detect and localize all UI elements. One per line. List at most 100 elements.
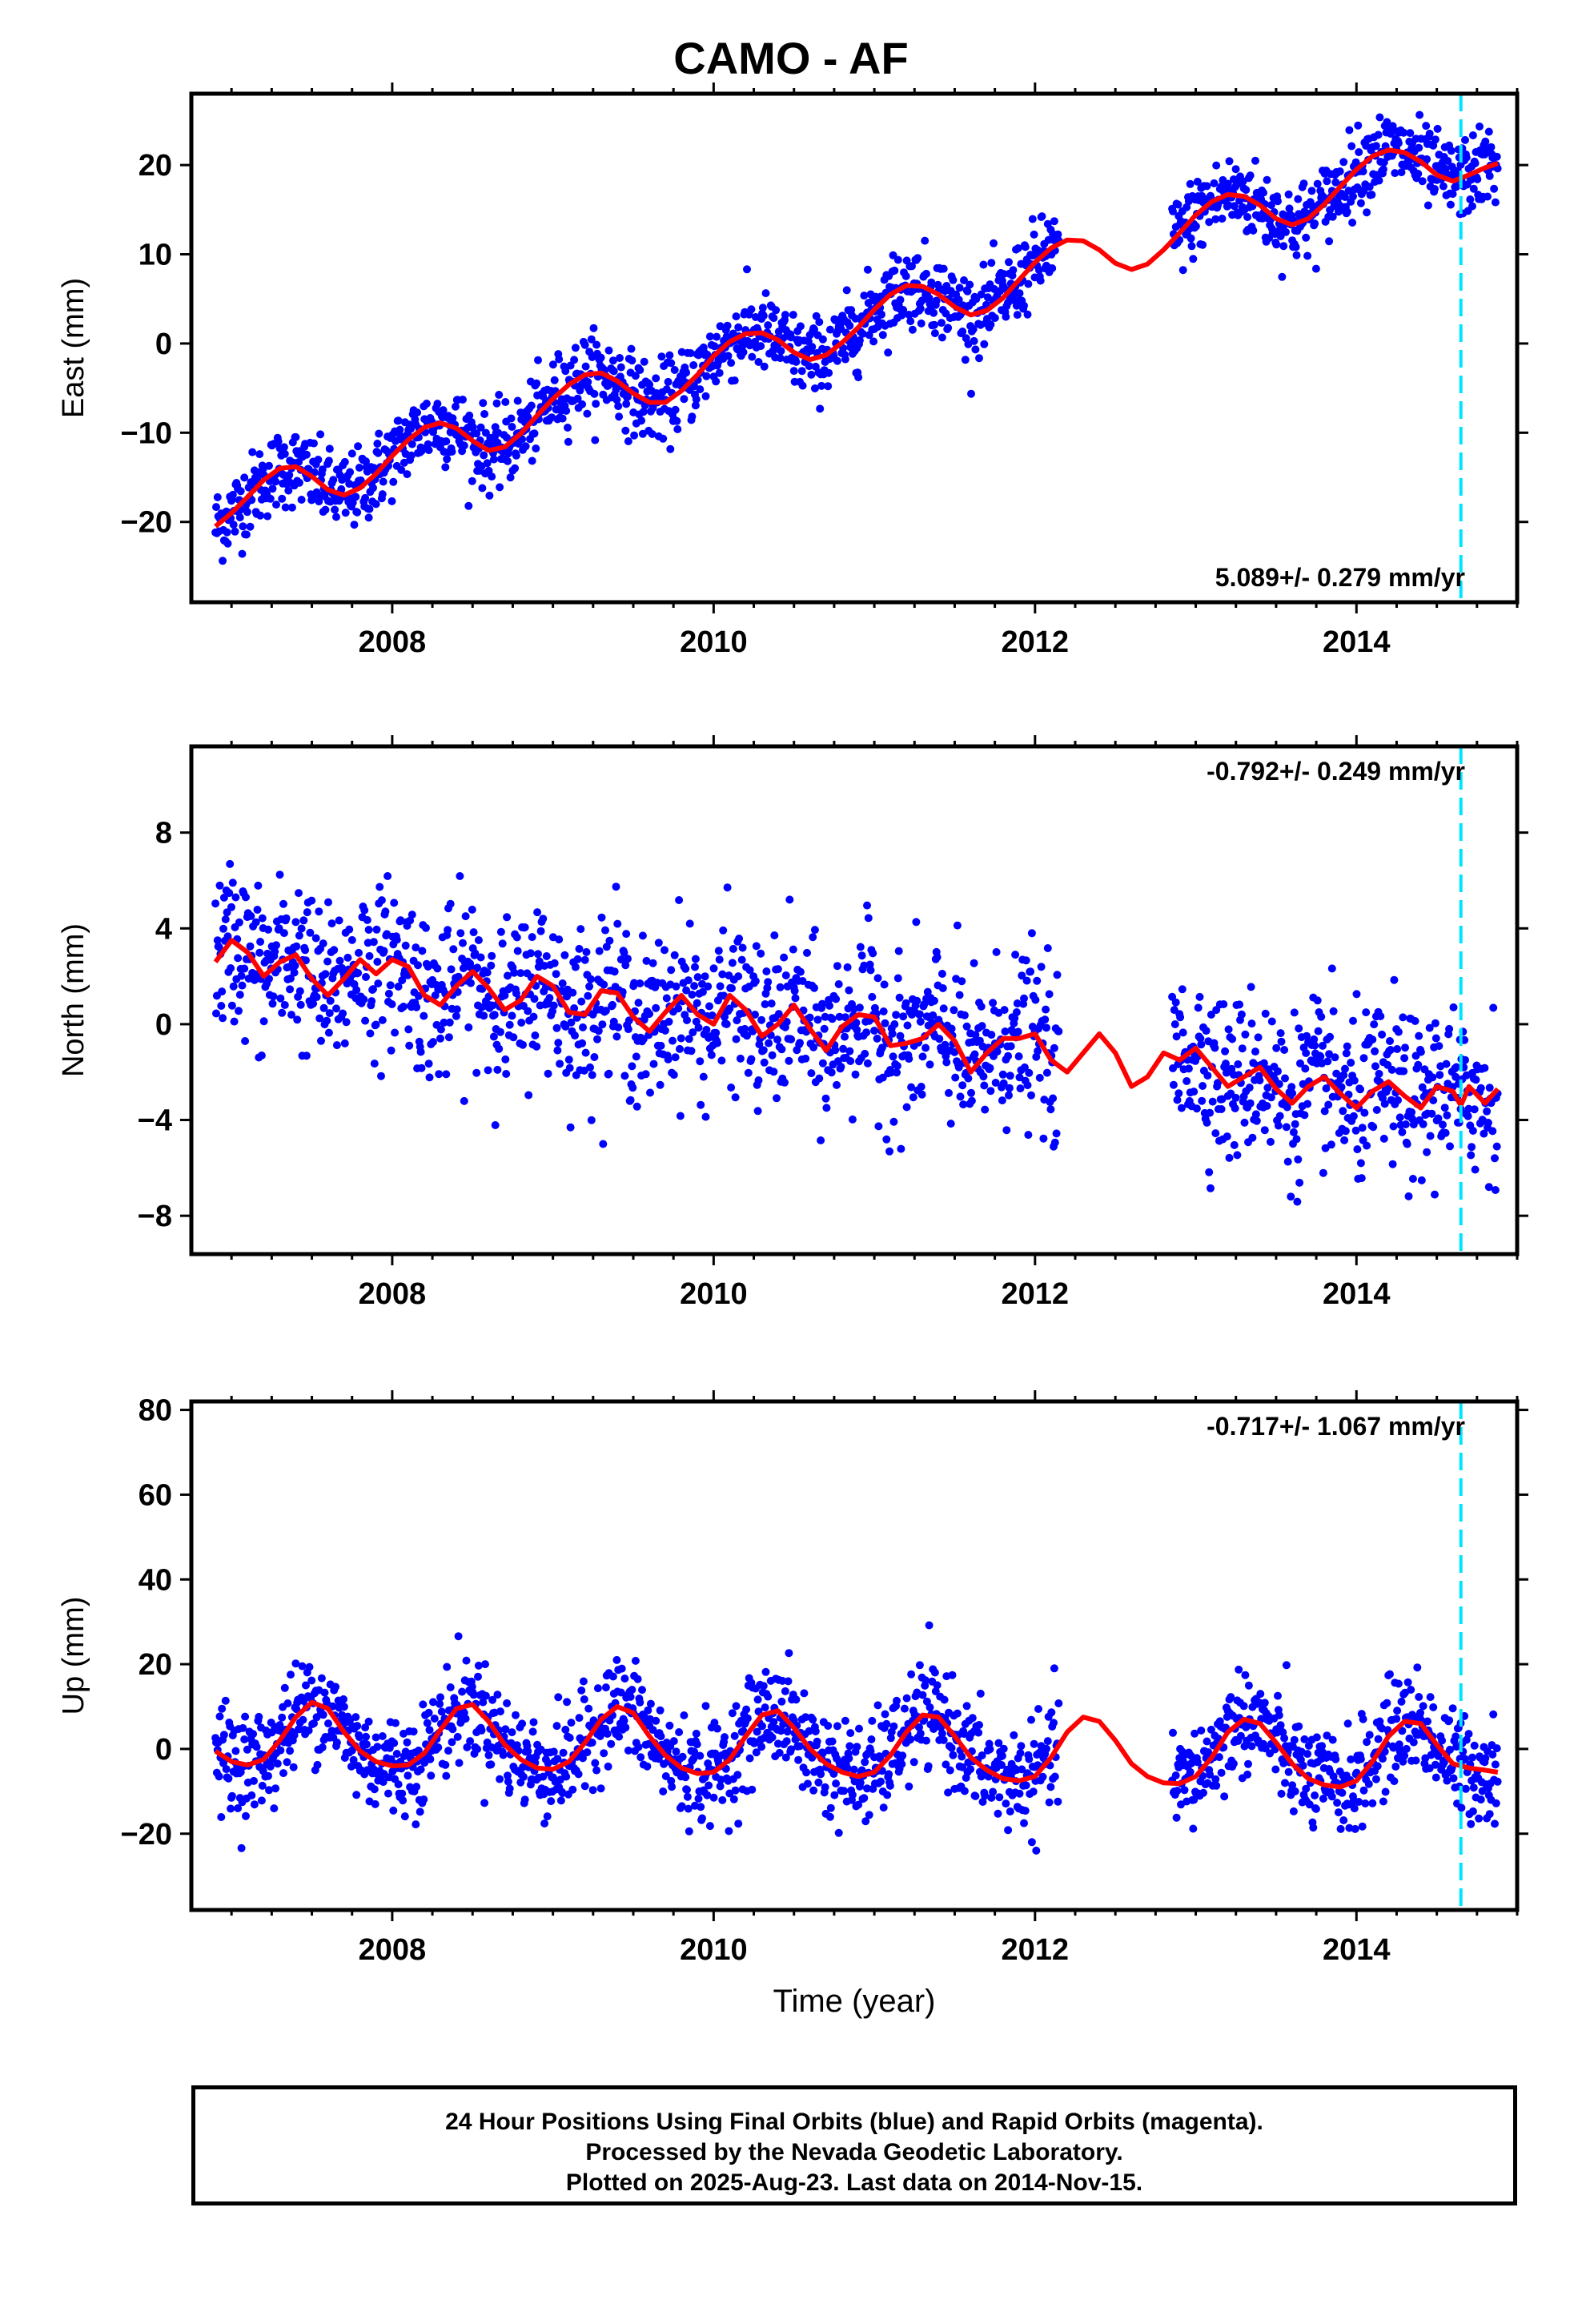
panel-2-xtick-label: 2012 xyxy=(1002,1277,1070,1311)
data-point xyxy=(565,1734,574,1742)
data-point xyxy=(1464,1112,1472,1120)
data-point xyxy=(1036,276,1045,285)
data-point xyxy=(212,503,220,512)
data-point xyxy=(827,1068,836,1077)
data-point xyxy=(427,1771,436,1780)
data-point xyxy=(1207,1011,1215,1019)
data-point xyxy=(930,308,938,317)
data-point xyxy=(1029,1787,1038,1796)
data-point xyxy=(469,1691,478,1699)
data-point xyxy=(1394,1679,1403,1688)
data-point xyxy=(303,908,311,917)
data-point xyxy=(516,969,525,978)
data-point xyxy=(524,1747,532,1755)
data-point xyxy=(556,1059,564,1068)
data-point xyxy=(1446,1142,1454,1151)
data-point xyxy=(1431,1773,1440,1782)
data-point xyxy=(708,1011,717,1019)
data-point xyxy=(441,463,450,472)
data-point xyxy=(693,973,702,982)
data-point xyxy=(573,955,582,963)
data-point xyxy=(601,1007,610,1015)
data-point xyxy=(412,1820,420,1829)
data-point xyxy=(817,1770,825,1779)
data-point xyxy=(1047,1708,1056,1717)
data-point xyxy=(534,356,542,364)
data-point xyxy=(292,942,301,951)
data-point xyxy=(881,1019,889,1027)
data-point xyxy=(594,1027,603,1035)
data-point xyxy=(384,989,393,998)
data-point xyxy=(1025,1755,1034,1763)
data-point xyxy=(1327,964,1336,973)
data-point xyxy=(1423,1717,1431,1726)
data-point xyxy=(314,456,323,464)
data-point xyxy=(882,1135,891,1144)
data-point xyxy=(1370,1020,1379,1029)
data-point xyxy=(351,1713,360,1722)
data-point xyxy=(1278,272,1287,281)
data-point xyxy=(219,893,228,902)
data-point xyxy=(354,442,363,451)
data-point xyxy=(897,1759,906,1768)
data-point xyxy=(323,957,332,966)
data-point xyxy=(884,348,893,357)
data-point xyxy=(345,925,354,934)
data-point xyxy=(1303,1100,1312,1108)
data-point xyxy=(1295,1178,1304,1187)
data-point xyxy=(367,997,376,1006)
data-point xyxy=(813,1737,821,1746)
data-point xyxy=(994,1809,1002,1818)
data-point xyxy=(866,966,875,975)
data-point xyxy=(462,1656,471,1665)
data-point xyxy=(863,901,871,910)
data-point xyxy=(1223,179,1232,188)
data-point xyxy=(906,1735,915,1743)
data-point xyxy=(1431,185,1439,193)
data-point xyxy=(533,908,542,917)
data-point xyxy=(601,926,609,935)
data-point xyxy=(723,883,732,892)
data-point xyxy=(255,450,264,459)
data-point xyxy=(1452,183,1461,191)
data-point xyxy=(717,1056,726,1065)
data-point xyxy=(815,1074,824,1083)
data-point xyxy=(743,1714,752,1723)
data-point xyxy=(628,1062,636,1071)
data-point xyxy=(1423,1148,1431,1156)
data-point xyxy=(671,405,680,414)
data-point xyxy=(1054,230,1062,239)
data-point xyxy=(690,982,699,991)
data-point xyxy=(885,1781,894,1790)
data-point xyxy=(824,382,833,391)
data-point xyxy=(1411,1756,1420,1765)
data-point xyxy=(229,521,238,529)
data-point xyxy=(323,1016,331,1025)
data-point xyxy=(1042,1744,1050,1753)
data-point xyxy=(926,1060,934,1069)
data-point xyxy=(310,439,318,448)
data-point xyxy=(846,1729,855,1738)
data-point xyxy=(821,1783,829,1791)
data-point xyxy=(856,1779,865,1787)
data-point xyxy=(218,987,227,996)
data-point xyxy=(825,1812,834,1821)
data-point xyxy=(429,1038,437,1047)
data-point xyxy=(764,321,773,330)
data-point xyxy=(1492,1142,1501,1151)
data-point xyxy=(447,965,456,974)
data-point xyxy=(1353,1145,1362,1154)
data-point xyxy=(552,1023,561,1032)
data-point xyxy=(250,1776,258,1785)
data-point xyxy=(1490,184,1499,193)
data-point xyxy=(885,1147,893,1156)
data-point xyxy=(1427,1109,1436,1118)
data-point xyxy=(579,1023,587,1031)
data-point xyxy=(592,400,600,408)
data-point xyxy=(697,1803,705,1811)
data-point xyxy=(696,1057,705,1066)
data-point xyxy=(1004,1826,1013,1835)
data-point xyxy=(704,982,713,991)
data-point xyxy=(1337,1083,1346,1092)
